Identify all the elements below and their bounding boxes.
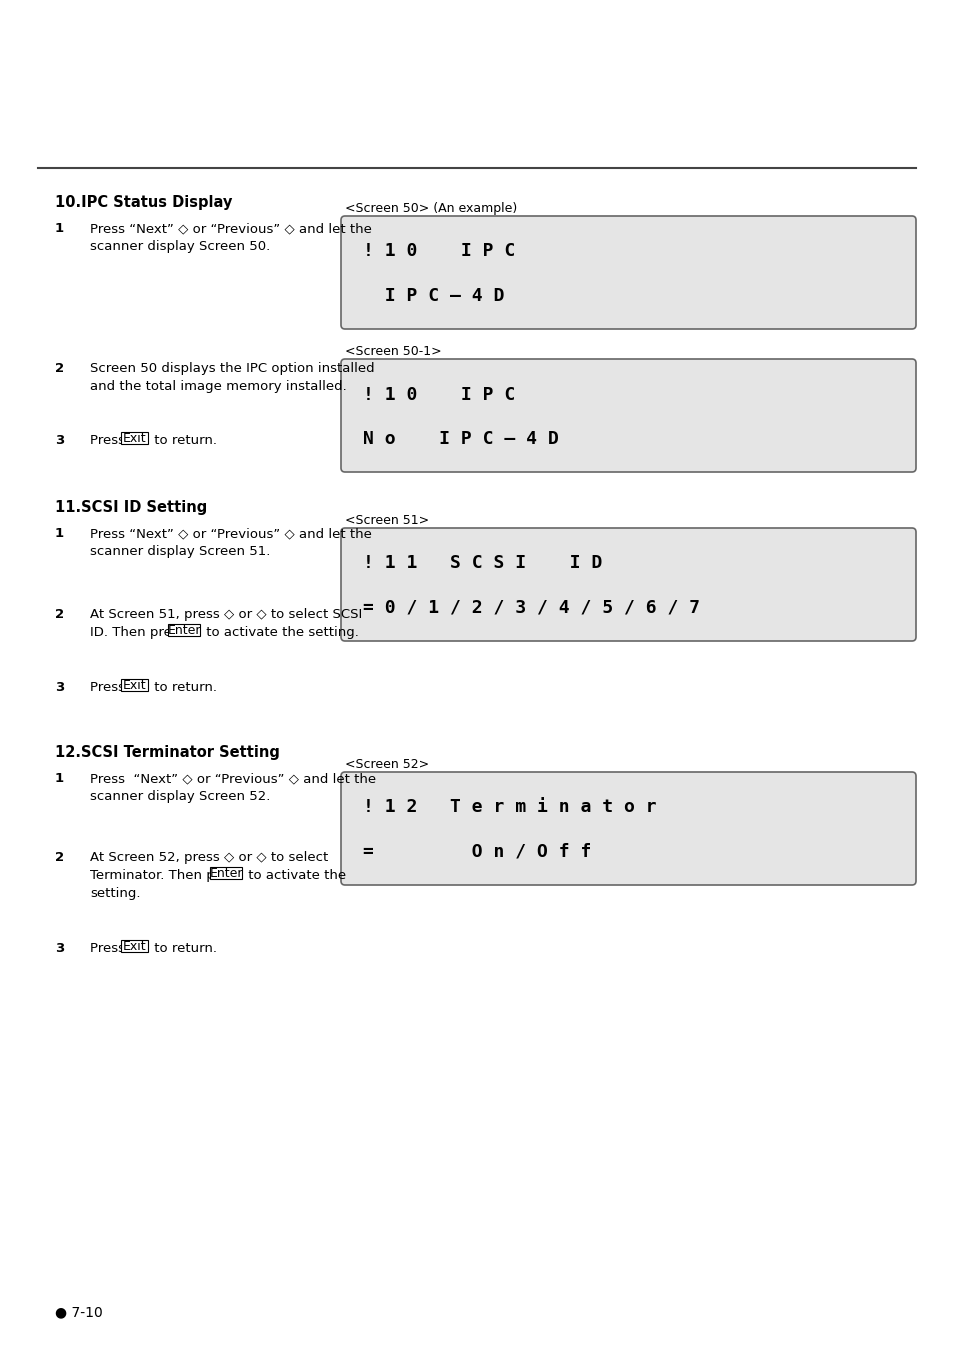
Text: <Screen 52>: <Screen 52> (345, 758, 429, 771)
Text: = 0 / 1 / 2 / 3 / 4 / 5 / 6 / 7: = 0 / 1 / 2 / 3 / 4 / 5 / 6 / 7 (363, 598, 700, 616)
Text: setting.: setting. (90, 888, 140, 900)
Text: 3: 3 (55, 434, 64, 447)
Text: <Screen 50-1>: <Screen 50-1> (345, 345, 441, 358)
Text: ! 1 0    I P C: ! 1 0 I P C (363, 242, 515, 261)
Text: ! 1 1   S C S I    I D: ! 1 1 S C S I I D (363, 554, 601, 573)
Text: ! 1 2   T e r m i n a t o r: ! 1 2 T e r m i n a t o r (363, 798, 656, 816)
Text: 3: 3 (55, 681, 64, 694)
Text: Enter: Enter (168, 624, 201, 636)
Text: Press “Next” ◇ or “Previous” ◇ and let the: Press “Next” ◇ or “Previous” ◇ and let t… (90, 527, 372, 540)
Text: to activate the setting.: to activate the setting. (202, 626, 359, 639)
FancyBboxPatch shape (168, 624, 200, 636)
Text: 2: 2 (55, 851, 64, 865)
Text: 1: 1 (55, 527, 64, 540)
Text: 10.IPC Status Display: 10.IPC Status Display (55, 195, 233, 209)
Text: and the total image memory installed.: and the total image memory installed. (90, 380, 346, 393)
Text: 2: 2 (55, 608, 64, 621)
Text: scanner display Screen 52.: scanner display Screen 52. (90, 790, 270, 802)
Text: Press: Press (90, 434, 129, 447)
Text: ● 7-10: ● 7-10 (55, 1305, 103, 1319)
Text: to return.: to return. (150, 681, 217, 694)
Text: 11.SCSI ID Setting: 11.SCSI ID Setting (55, 500, 207, 515)
Text: Terminator. Then press: Terminator. Then press (90, 869, 246, 882)
Text: to return.: to return. (150, 434, 217, 447)
Text: to return.: to return. (150, 942, 217, 955)
Text: Enter: Enter (210, 867, 243, 880)
FancyBboxPatch shape (121, 432, 148, 444)
Text: 2: 2 (55, 362, 64, 376)
FancyBboxPatch shape (121, 940, 148, 952)
FancyBboxPatch shape (340, 359, 915, 471)
Text: scanner display Screen 50.: scanner display Screen 50. (90, 240, 270, 253)
Text: Press “Next” ◇ or “Previous” ◇ and let the: Press “Next” ◇ or “Previous” ◇ and let t… (90, 222, 372, 235)
Text: Press: Press (90, 942, 129, 955)
FancyBboxPatch shape (210, 867, 242, 880)
Text: At Screen 52, press ◇ or ◇ to select: At Screen 52, press ◇ or ◇ to select (90, 851, 328, 865)
Text: At Screen 51, press ◇ or ◇ to select SCSI: At Screen 51, press ◇ or ◇ to select SCS… (90, 608, 362, 621)
Text: =         O n / O f f: = O n / O f f (363, 843, 591, 861)
Text: Exit: Exit (123, 940, 147, 952)
Text: 3: 3 (55, 942, 64, 955)
Text: ! 1 0    I P C: ! 1 0 I P C (363, 385, 515, 404)
Text: Press: Press (90, 681, 129, 694)
Text: <Screen 51>: <Screen 51> (345, 513, 429, 527)
Text: Exit: Exit (123, 432, 147, 444)
Text: N o    I P C – 4 D: N o I P C – 4 D (363, 430, 558, 447)
FancyBboxPatch shape (340, 771, 915, 885)
FancyBboxPatch shape (340, 216, 915, 330)
Text: <Screen 50> (An example): <Screen 50> (An example) (345, 203, 517, 215)
Text: Exit: Exit (123, 678, 147, 692)
Text: scanner display Screen 51.: scanner display Screen 51. (90, 544, 270, 558)
Text: I P C – 4 D: I P C – 4 D (363, 286, 504, 304)
Text: 12.SCSI Terminator Setting: 12.SCSI Terminator Setting (55, 744, 279, 761)
Text: Press  “Next” ◇ or “Previous” ◇ and let the: Press “Next” ◇ or “Previous” ◇ and let t… (90, 771, 375, 785)
Text: Screen 50 displays the IPC option installed: Screen 50 displays the IPC option instal… (90, 362, 375, 376)
Text: 1: 1 (55, 222, 64, 235)
Text: 1: 1 (55, 771, 64, 785)
FancyBboxPatch shape (340, 528, 915, 640)
FancyBboxPatch shape (121, 680, 148, 692)
Text: to activate the: to activate the (244, 869, 346, 882)
Text: ID. Then press: ID. Then press (90, 626, 190, 639)
